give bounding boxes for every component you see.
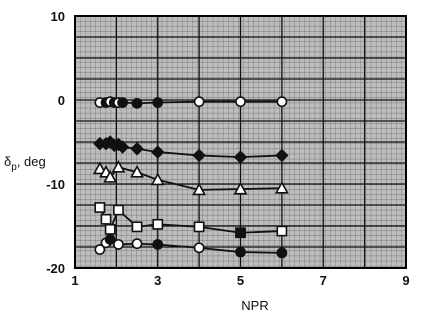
data-point-circle <box>131 97 143 109</box>
data-point-circle <box>113 239 124 250</box>
data-point-triangle <box>103 170 118 183</box>
x-tick-label: 7 <box>320 273 327 288</box>
y-tick-label: -20 <box>46 261 65 276</box>
axis-labels: NPR δp, deg <box>4 154 269 313</box>
x-tick-label: 1 <box>71 273 78 288</box>
x-tick-label: 5 <box>237 273 244 288</box>
data-point-triangle <box>111 159 126 173</box>
data-point-diamond <box>275 148 289 163</box>
data-point-triangle <box>92 161 107 175</box>
data-point-circle <box>131 238 143 250</box>
series-5 <box>94 234 288 259</box>
data-point-circle <box>276 96 288 108</box>
tick-labels: 1 3 5 7 9 -20 -10 0 10 <box>46 9 409 288</box>
data-point-square <box>94 202 106 213</box>
data-point-triangle <box>192 182 207 196</box>
data-point-circle <box>104 234 116 245</box>
data-point-circle <box>193 96 205 108</box>
data-point-square <box>276 225 288 237</box>
data-point-circle <box>117 97 128 108</box>
data-point-square <box>100 213 112 225</box>
data-point-square <box>193 221 205 233</box>
series-1 <box>94 96 288 109</box>
data-point-square <box>104 223 116 235</box>
y-axis-label: δp, deg <box>4 154 46 173</box>
data-point-circle <box>235 246 246 258</box>
y-tick-label: -10 <box>46 177 65 192</box>
x-tick-label: 3 <box>154 273 161 288</box>
series-4 <box>94 202 288 239</box>
plot-frame <box>74 15 407 269</box>
data-point-diamond <box>115 140 130 154</box>
data-point-triangle <box>150 172 165 186</box>
data-point-circle <box>152 239 164 250</box>
data-point-square <box>131 221 143 233</box>
y-tick-label: 10 <box>51 9 65 24</box>
data-point-diamond <box>130 141 144 156</box>
data-point-circle <box>235 96 246 108</box>
data-point-circle <box>193 242 205 254</box>
data-point-square <box>152 218 164 230</box>
x-tick-label: 9 <box>402 273 409 288</box>
data-point-square <box>113 204 124 216</box>
data-point-diamond <box>192 148 206 163</box>
data-point-diamond <box>233 150 248 164</box>
data-point-circle <box>152 97 164 108</box>
x-axis-label: NPR <box>241 298 268 313</box>
data-point-triangle <box>233 181 248 195</box>
plot-grid <box>74 15 407 269</box>
data-point-circle <box>276 247 288 259</box>
y-tick-label: 0 <box>58 93 65 108</box>
data-point-diamond <box>151 145 165 159</box>
data-series <box>92 96 289 259</box>
data-point-square <box>235 227 246 239</box>
data-point-triangle <box>130 164 145 178</box>
series-2 <box>93 135 289 164</box>
data-point-triangle <box>274 180 289 194</box>
series-3 <box>92 159 289 196</box>
data-point-circle <box>94 244 106 255</box>
